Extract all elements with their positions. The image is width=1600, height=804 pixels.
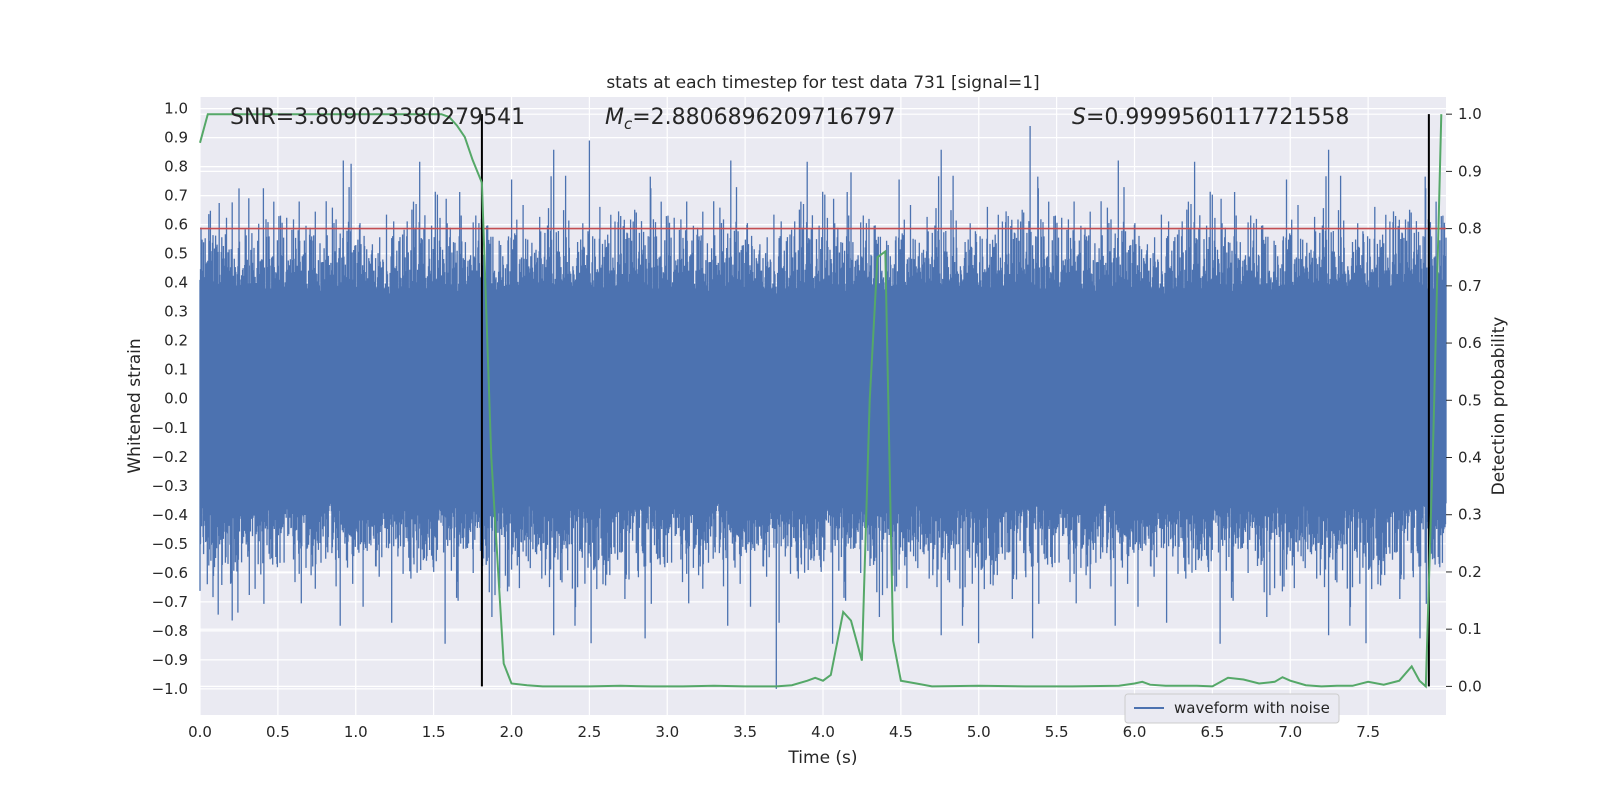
y-left-tick-label: 0.8 [164, 158, 188, 176]
y-left-tick-label: −0.4 [152, 506, 188, 524]
y-left-tick-label: 0.7 [164, 187, 188, 205]
x-tick-label: 5.0 [967, 723, 991, 741]
chart-title: stats at each timestep for test data 731… [606, 73, 1039, 93]
y-right-tick-label: 0.7 [1458, 277, 1482, 295]
x-tick-label: 5.5 [1045, 723, 1069, 741]
y-right-tick-label: 1.0 [1458, 105, 1482, 123]
x-tick-label: 4.0 [811, 723, 835, 741]
y-left-tick-label: −0.7 [152, 593, 188, 611]
x-tick-label: 7.0 [1278, 723, 1302, 741]
x-tick-label: 6.0 [1123, 723, 1147, 741]
y-axis-left-label: Whitened strain [125, 338, 145, 473]
y-axis-left: 1.0 0.9 0.8 0.7 0.6 0.5 0.4 0.3 0.2 0.1 0.0 −0.1 −0.… [152, 100, 188, 698]
x-tick-label: 3.5 [733, 723, 757, 741]
x-tick-label: 2.5 [577, 723, 601, 741]
y-left-tick-label: 0.6 [164, 216, 188, 234]
x-tick-label: 1.0 [344, 723, 368, 741]
chirp-mass-annotation: Mc=2.8806896209716797 [605, 105, 896, 133]
series-waveform-with-noise [199, 126, 1447, 689]
y-right-tick-label: 0.6 [1458, 334, 1482, 352]
y-left-tick-label: 0.0 [164, 390, 188, 408]
y-left-tick-label: −0.6 [152, 564, 188, 582]
significance-annotation: S=0.9999560117721558 [1072, 105, 1349, 130]
waveform-noise-trace [199, 126, 1447, 689]
y-left-tick-label: −0.3 [152, 477, 188, 495]
x-tick-label: 2.0 [500, 723, 524, 741]
x-tick-label: 4.5 [889, 723, 913, 741]
y-right-tick-label: 0.9 [1458, 162, 1482, 180]
y-left-tick-label: −1.0 [152, 680, 188, 698]
x-tick-label: 3.0 [655, 723, 679, 741]
y-right-tick-label: 0.1 [1458, 620, 1482, 638]
y-left-tick-label: 0.4 [164, 274, 188, 292]
x-axis-label: Time (s) [787, 748, 857, 768]
legend-label-waveform: waveform with noise [1174, 699, 1330, 717]
y-right-tick-label: 0.4 [1458, 449, 1482, 467]
y-left-tick-label: −0.1 [152, 419, 188, 437]
y-left-tick-label: −0.5 [152, 535, 188, 553]
y-left-tick-label: −0.9 [152, 651, 188, 669]
series-detection-probability [199, 113, 1443, 689]
x-tick-label: 0.0 [188, 723, 212, 741]
y-axis-right: 1.0 0.9 0.8 0.7 0.6 0.5 0.4 0.3 0.2 0.1 0.0 [1446, 105, 1482, 695]
y-left-tick-label: 0.3 [164, 303, 188, 321]
y-left-tick-label: 0.5 [164, 245, 188, 263]
y-left-tick-label: −0.2 [152, 448, 188, 466]
x-tick-label: 0.5 [266, 723, 290, 741]
x-tick-label: 6.5 [1200, 723, 1224, 741]
y-left-tick-label: 0.2 [164, 332, 188, 350]
y-right-tick-label: 0.0 [1458, 677, 1482, 695]
y-right-tick-label: 0.3 [1458, 506, 1482, 524]
y-right-tick-label: 0.8 [1458, 220, 1482, 238]
legend-box [1124, 693, 1340, 724]
y-left-tick-label: 0.1 [164, 361, 188, 379]
y-left-tick-label: 1.0 [164, 100, 188, 118]
x-tick-label: 7.5 [1356, 723, 1380, 741]
x-axis: 0.0 0.5 1.0 1.5 2.0 2.5 3.0 3.5 4.0 4.5 5.0 5.5 6.0 6… [188, 723, 1380, 741]
y-left-tick-label: 0.9 [164, 129, 188, 147]
y-left-tick-label: −0.8 [152, 622, 188, 640]
y-right-tick-label: 0.5 [1458, 391, 1482, 409]
snr-annotation: SNR=3.809023380279541 [230, 105, 525, 130]
y-right-tick-label: 0.2 [1458, 563, 1482, 581]
x-tick-label: 1.5 [422, 723, 446, 741]
legend: waveform with noise [1124, 693, 1340, 724]
y-axis-right-label: Detection probability [1489, 317, 1509, 496]
